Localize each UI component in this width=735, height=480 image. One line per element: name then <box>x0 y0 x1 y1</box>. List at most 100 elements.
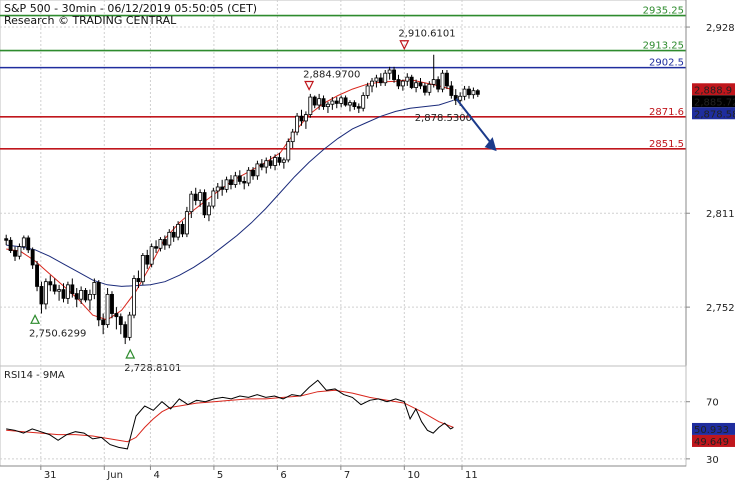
candle <box>405 73 410 86</box>
candle <box>127 311 132 341</box>
candle-body <box>30 249 35 266</box>
candle <box>224 176 229 193</box>
candle-body <box>467 88 471 96</box>
candle <box>229 175 233 190</box>
candle-body <box>471 90 476 96</box>
candle-body <box>414 82 419 88</box>
candle <box>215 183 220 199</box>
candle-body <box>339 97 344 104</box>
candle-body <box>70 284 75 294</box>
candle <box>171 225 176 242</box>
rsi-title: RSI14 - 9MA <box>4 370 65 381</box>
price-tick-label: 2,928 <box>706 23 735 34</box>
candle-body <box>361 95 366 109</box>
price-tick-label: 2,752 <box>706 303 735 314</box>
candle <box>462 85 467 101</box>
candle-body <box>83 290 88 301</box>
candle-body <box>449 85 454 96</box>
ma-fast-line <box>6 79 454 321</box>
rsi-tag: 49.649 <box>692 434 735 448</box>
candle-body <box>43 281 48 305</box>
candle-body <box>453 95 458 101</box>
candle-body <box>462 88 467 97</box>
candle <box>290 128 295 148</box>
candle <box>167 229 172 249</box>
candle <box>251 167 255 180</box>
candle <box>202 189 207 219</box>
swing-low-marker <box>125 348 136 359</box>
candle-body <box>352 102 357 108</box>
time-tick-label: Jun <box>106 470 123 480</box>
candle <box>4 234 9 246</box>
candle-body <box>330 100 335 105</box>
candle <box>189 190 194 219</box>
swing-low-label: 2,750.6299 <box>29 328 86 339</box>
candle-body <box>303 114 308 122</box>
candle-body <box>176 223 181 238</box>
level-label: 2902.5 <box>649 58 684 69</box>
candle-body <box>317 98 322 106</box>
candle <box>299 109 304 126</box>
candle-body <box>162 239 167 246</box>
candle <box>35 260 39 292</box>
rsi-line <box>6 379 454 450</box>
candle-body <box>321 98 326 108</box>
candle-body <box>242 181 247 184</box>
rsi-plot-border <box>0 365 687 467</box>
candle-body <box>74 293 79 300</box>
candle-body <box>400 80 405 87</box>
candle-body <box>308 96 313 115</box>
candle-body <box>312 96 317 106</box>
candle <box>180 221 185 238</box>
candle-body <box>136 278 141 283</box>
rsi-axis: 30 70 <box>686 398 719 466</box>
candle <box>92 278 97 300</box>
candle-body <box>343 97 348 106</box>
candle-body <box>334 100 339 104</box>
candle-body <box>237 175 242 182</box>
candle <box>326 101 330 113</box>
candle-body <box>405 76 410 82</box>
candle-body <box>427 83 432 93</box>
candle-body <box>17 246 22 257</box>
candle <box>198 189 203 207</box>
main-plot-border <box>0 0 687 367</box>
candle <box>140 253 145 285</box>
candle-body <box>290 131 295 143</box>
candle-body <box>418 82 423 87</box>
candle <box>445 70 449 90</box>
candle-body <box>445 72 449 87</box>
level-label: 2871.6 <box>649 107 684 118</box>
candle-body <box>440 72 445 90</box>
candle-body <box>387 69 392 74</box>
candle <box>61 283 66 303</box>
candle-body <box>13 250 17 257</box>
candle <box>303 111 308 129</box>
candle <box>295 112 300 136</box>
candle <box>105 288 110 328</box>
candle-body <box>184 211 189 235</box>
candle <box>83 288 88 303</box>
price-grid <box>0 0 686 466</box>
candle-body <box>348 102 352 106</box>
candle <box>277 152 282 166</box>
candle-body <box>268 160 273 166</box>
candle-body <box>295 115 300 133</box>
candle <box>211 187 216 209</box>
candle <box>237 170 242 185</box>
price-tag: 2,885.72 <box>692 95 735 108</box>
candle-body <box>207 205 211 216</box>
candle-body <box>378 77 383 84</box>
candle <box>392 66 396 83</box>
candle <box>334 97 339 109</box>
candle-body <box>167 231 172 246</box>
time-tick-label: 11 <box>465 470 478 480</box>
candle-body <box>65 284 70 299</box>
candle-body <box>21 237 26 248</box>
candle <box>471 87 476 99</box>
rsi-grid <box>0 401 686 460</box>
candle <box>48 275 53 292</box>
